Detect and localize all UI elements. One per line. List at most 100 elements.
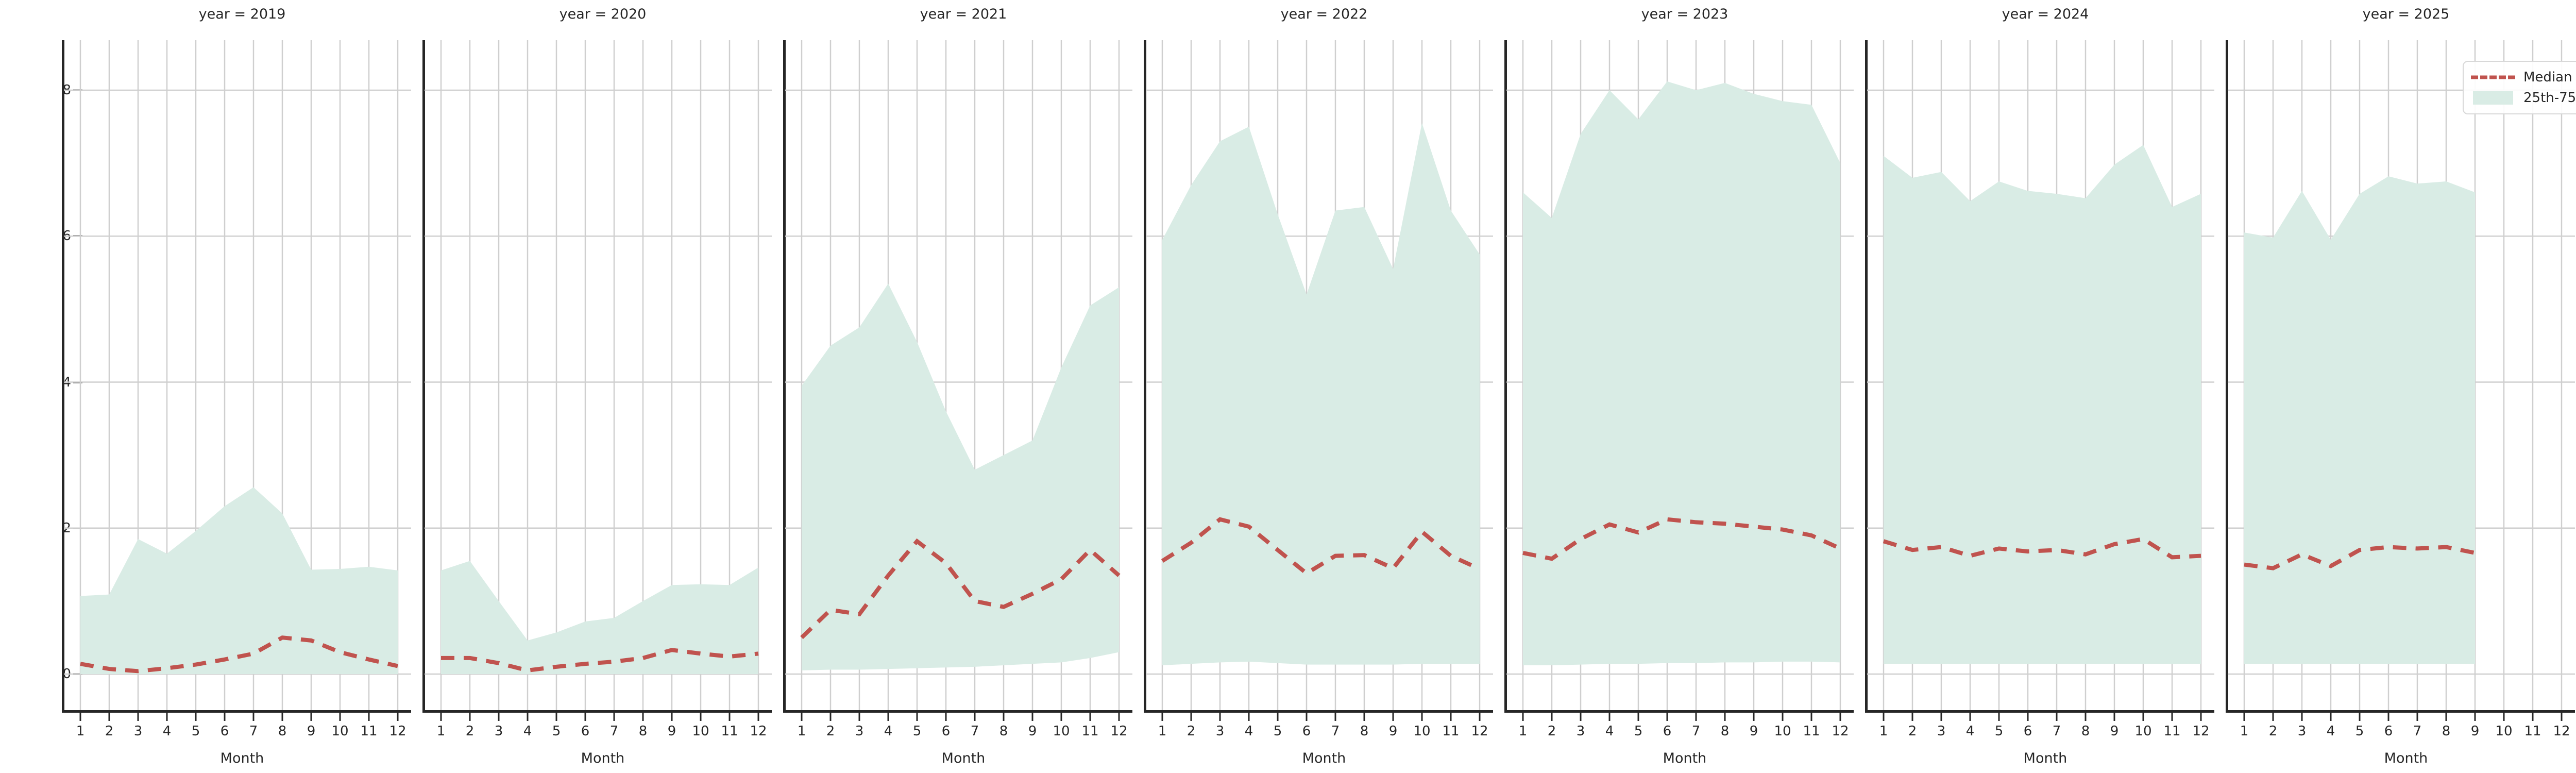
facet-title: year = 2024	[2002, 6, 2089, 22]
legend-item-percentile[interactable]: 25th-75th Percentile	[2471, 88, 2576, 108]
x-tick-mark	[2387, 713, 2389, 721]
x-axis-label: Month	[2384, 750, 2428, 766]
facet-title: year = 2019	[198, 6, 286, 22]
x-tick-mark	[1637, 713, 1639, 721]
x-tick-mark	[1277, 713, 1279, 721]
percentile-band-icon	[2471, 91, 2515, 105]
x-tick-mark	[1724, 713, 1726, 721]
x-tick-label: 3	[494, 724, 503, 739]
x-tick-label: 6	[941, 724, 951, 739]
x-tick-mark	[1248, 713, 1250, 721]
x-tick-label: 8	[999, 724, 1008, 739]
facet-plot-area	[1146, 40, 1493, 710]
legend-item-median[interactable]: Median	[2471, 67, 2576, 88]
x-tick-mark	[671, 713, 673, 721]
x-tick-mark	[642, 713, 644, 721]
x-tick-mark	[2272, 713, 2274, 721]
x-tick-mark	[310, 713, 312, 721]
x-tick-mark	[339, 713, 341, 721]
x-tick-mark	[1666, 713, 1668, 721]
median-line	[2244, 545, 2476, 570]
x-tick-label: 6	[2023, 724, 2032, 739]
median-line	[1883, 536, 2201, 560]
median-line-icon	[2471, 71, 2515, 84]
x-tick-label: 11	[1803, 724, 1820, 739]
x-tick-label: 12	[750, 724, 767, 739]
facet-plot-area	[785, 40, 1132, 710]
x-tick-label: 10	[331, 724, 349, 739]
legend-label-percentile: 25th-75th Percentile	[2523, 90, 2576, 106]
x-tick-mark	[1363, 713, 1365, 721]
x-tick-label: 3	[2297, 724, 2307, 739]
x-tick-label: 2	[826, 724, 835, 739]
x-tick-mark	[1089, 713, 1091, 721]
y-axis-spine	[62, 40, 64, 713]
facet-title: year = 2020	[559, 6, 647, 22]
facet-title: year = 2025	[2362, 6, 2450, 22]
x-tick-label: 2	[105, 724, 114, 739]
x-tick-mark	[700, 713, 702, 721]
x-tick-label: 4	[2326, 724, 2335, 739]
x-tick-label: 3	[1576, 724, 1585, 739]
x-tick-label: 4	[523, 724, 532, 739]
x-tick-mark	[1450, 713, 1452, 721]
facet-panel: year = 2020 1 2 3 4 5 6 7 8 9 10 11 12 Month	[422, 0, 783, 773]
x-tick-label: 6	[2384, 724, 2393, 739]
legend-label-median: Median	[2523, 70, 2572, 85]
x-axis-label: Month	[941, 750, 986, 766]
x-tick-label: 10	[2134, 724, 2152, 739]
x-tick-mark	[397, 713, 399, 721]
x-tick-mark	[1161, 713, 1163, 721]
x-tick-mark	[2113, 713, 2115, 721]
x-tick-mark	[2561, 713, 2563, 721]
x-tick-mark	[887, 713, 889, 721]
x-tick-label: 8	[2081, 724, 2090, 739]
x-tick-mark	[1839, 713, 1841, 721]
x-axis-spine	[1144, 710, 1493, 713]
x-tick-label: 8	[1720, 724, 1730, 739]
x-tick-mark	[1911, 713, 1913, 721]
facet-panel: year = 2019 1 2 3 4 5 6 7 8 9 10 11 12 Month	[62, 0, 422, 773]
x-tick-mark	[1580, 713, 1582, 721]
x-tick-label: 1	[1879, 724, 1888, 739]
x-tick-mark	[757, 713, 759, 721]
x-tick-label: 11	[1442, 724, 1460, 739]
x-tick-label: 12	[1832, 724, 1849, 739]
x-tick-label: 1	[1158, 724, 1167, 739]
x-tick-label: 9	[667, 724, 676, 739]
x-tick-label: 2	[1187, 724, 1196, 739]
x-tick-label: 2	[465, 724, 474, 739]
x-tick-label: 5	[191, 724, 200, 739]
x-tick-mark	[1031, 713, 1033, 721]
x-tick-label: 1	[436, 724, 446, 739]
x-tick-label: 10	[692, 724, 709, 739]
median-line	[1161, 517, 1481, 576]
x-tick-label: 9	[1028, 724, 1037, 739]
x-tick-mark	[224, 713, 226, 721]
x-tick-label: 5	[2355, 724, 2364, 739]
x-tick-mark	[801, 713, 803, 721]
median-line	[1522, 517, 1841, 561]
percentile-band	[441, 561, 758, 674]
x-tick-mark	[1219, 713, 1221, 721]
facet-panel: year = 2023 1 2 3 4 5 6 7 8 9 10 11 12 Month	[1504, 0, 1865, 773]
x-axis-label: Month	[220, 750, 264, 766]
x-tick-mark	[368, 713, 370, 721]
x-tick-label: 10	[1053, 724, 1070, 739]
x-tick-label: 9	[1749, 724, 1758, 739]
facet-panel: year = 2025 1 2 3 4 5 6 7 8 9 10 11 12 Month	[2226, 0, 2576, 773]
x-tick-label: 4	[1605, 724, 1614, 739]
percentile-band	[802, 283, 1119, 670]
x-tick-label: 1	[1518, 724, 1528, 739]
facet-plot-area	[425, 40, 772, 710]
x-axis-spine	[62, 710, 411, 713]
x-tick-label: 4	[1965, 724, 1975, 739]
x-tick-label: 5	[1994, 724, 2004, 739]
facet-title: year = 2021	[920, 6, 1007, 22]
legend[interactable]: Median 25th-75th Percentile	[2463, 61, 2576, 114]
x-axis-spine	[783, 710, 1132, 713]
x-tick-mark	[527, 713, 529, 721]
x-tick-mark	[1608, 713, 1611, 721]
x-tick-mark	[2330, 713, 2332, 721]
x-tick-label: 2	[1908, 724, 1917, 739]
